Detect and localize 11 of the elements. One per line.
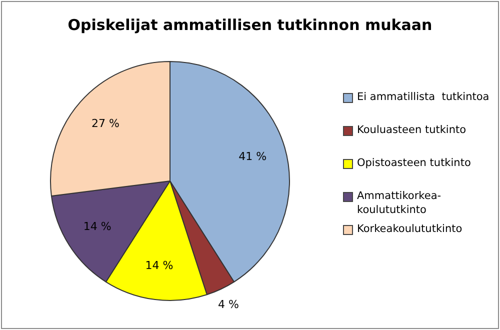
legend-label: Korkeakoulututkinto xyxy=(357,222,462,236)
data-label: 27 % xyxy=(91,116,120,130)
data-label: 14 % xyxy=(83,220,112,233)
data-label: 14 % xyxy=(145,259,174,272)
legend-label: Opistoasteen tutkinto xyxy=(357,156,471,170)
legend-label: Ammattikorkea-koulututkinto xyxy=(357,189,442,217)
data-label: 4 % xyxy=(218,298,239,312)
legend-label: Ei ammatillista tutkintoa xyxy=(357,90,490,104)
legend-label: Kouluasteen tutkinto xyxy=(357,123,466,137)
data-label: 41 % xyxy=(238,150,267,163)
chart-title: Opiskelijat ammatillisen tutkinnon mukaan xyxy=(66,16,434,34)
